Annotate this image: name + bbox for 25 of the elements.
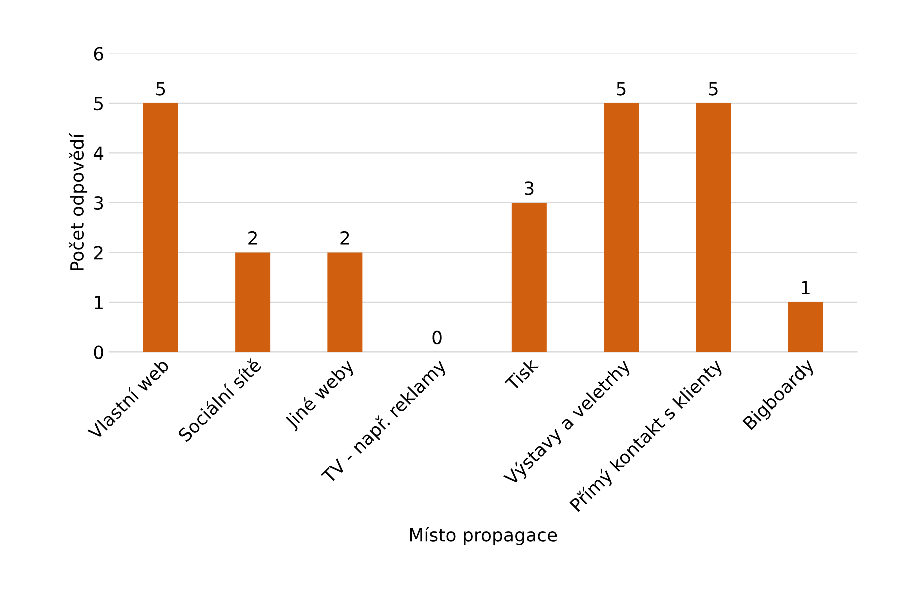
bar [696, 103, 732, 352]
data-label: 1 [802, 281, 810, 295]
y-tick-label: 4 [94, 146, 104, 160]
x-tick-label: Tisk [504, 357, 540, 392]
data-label: 2 [248, 231, 257, 245]
y-tick-label: 5 [94, 97, 103, 111]
data-label: 5 [709, 82, 718, 96]
data-label: 2 [340, 231, 350, 245]
bar [512, 202, 547, 352]
data-label: 3 [525, 182, 534, 196]
y-tick-label: 1 [95, 296, 103, 310]
bar [143, 103, 178, 352]
y-tick-label: 3 [94, 196, 104, 210]
bar [604, 103, 640, 352]
data-label: 5 [156, 82, 166, 96]
x-axis-title: Místo propagace [410, 527, 558, 546]
bar [328, 252, 363, 352]
bar [236, 252, 271, 352]
data-label: 5 [617, 82, 626, 96]
y-tick-label: 0 [94, 346, 104, 360]
y-tick-label: 2 [94, 246, 103, 260]
bar [788, 302, 824, 352]
y-axis-title: Počet odpovědí [69, 133, 88, 270]
y-tick-label: 6 [94, 47, 104, 61]
data-label: 0 [432, 330, 442, 345]
